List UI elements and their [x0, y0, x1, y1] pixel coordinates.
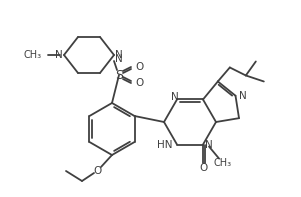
Text: O: O [94, 166, 102, 176]
Text: N: N [115, 50, 123, 60]
Text: O: O [199, 163, 207, 173]
Text: N: N [238, 91, 246, 101]
Text: HN: HN [157, 139, 172, 150]
Text: CH₃: CH₃ [214, 158, 232, 167]
Text: N: N [55, 50, 63, 60]
Text: O: O [135, 78, 143, 88]
Text: S: S [115, 69, 123, 82]
Text: O: O [135, 62, 143, 72]
Text: N: N [205, 139, 213, 150]
Text: N: N [115, 54, 123, 64]
Text: N: N [171, 92, 179, 102]
Text: CH₃: CH₃ [24, 50, 42, 60]
